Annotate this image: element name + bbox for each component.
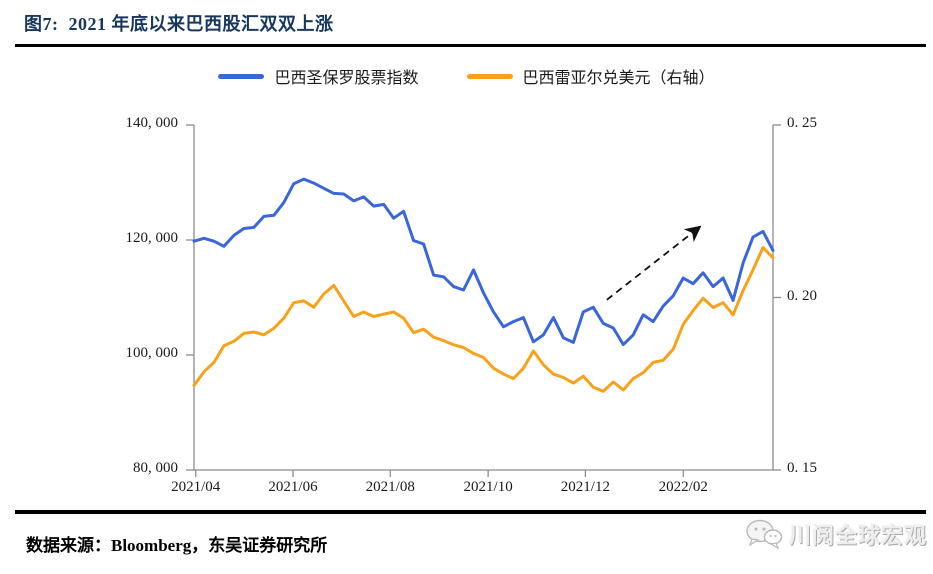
legend-item-0: 巴西圣保罗股票指数 <box>218 64 419 88</box>
x-tick-label: 2021/10 <box>463 479 513 495</box>
x-tick-label: 2021/08 <box>365 479 415 495</box>
figure-title: 图7: 2021 年底以来巴西股汇双双上涨 <box>24 10 334 36</box>
legend-label: 巴西雷亚尔兑美元（右轴） <box>522 70 715 87</box>
series-line-1 <box>192 246 775 393</box>
y-right-tick-label: 0. 25 <box>787 115 817 131</box>
y-left-tick-label: 80, 000 <box>133 460 178 476</box>
legend-swatch-icon <box>466 73 513 79</box>
chart-legend: 巴西圣保罗股票指数 巴西雷亚尔兑美元（右轴） <box>0 64 933 88</box>
y-left-tick-label: 140, 000 <box>125 115 179 131</box>
axes <box>186 124 781 477</box>
figure-title-text: 2021 年底以来巴西股汇双双上涨 <box>68 14 334 34</box>
series-line-0 <box>192 177 775 347</box>
data-source-note: 数据来源：Bloomberg，东吴证券研究所 <box>26 536 328 555</box>
title-divider <box>15 44 926 47</box>
y-right-tick-label: 0. 15 <box>787 460 817 476</box>
x-tick-label: 2021/04 <box>171 479 221 495</box>
x-tick-label: 2021/12 <box>560 479 610 495</box>
x-tick-label: 2022/02 <box>658 479 708 495</box>
x-tick-label: 2021/06 <box>268 479 318 495</box>
figure-label: 图7: <box>24 14 59 34</box>
chat-bubbles-icon <box>746 519 783 549</box>
watermark: 川阅全球宏观 <box>745 518 927 550</box>
legend-label: 巴西圣保罗股票指数 <box>274 70 419 87</box>
y-right-tick-label: 0. 20 <box>787 287 817 304</box>
y-left-tick-label: 100, 000 <box>125 345 179 361</box>
legend-swatch-icon <box>218 73 265 79</box>
trend-arrow <box>606 225 702 301</box>
watermark-text: 川阅全球宏观 <box>788 523 927 548</box>
y-left-tick-label: 120, 000 <box>125 230 179 246</box>
footer-divider <box>15 510 926 514</box>
legend-item-1: 巴西雷亚尔兑美元（右轴） <box>466 64 715 88</box>
